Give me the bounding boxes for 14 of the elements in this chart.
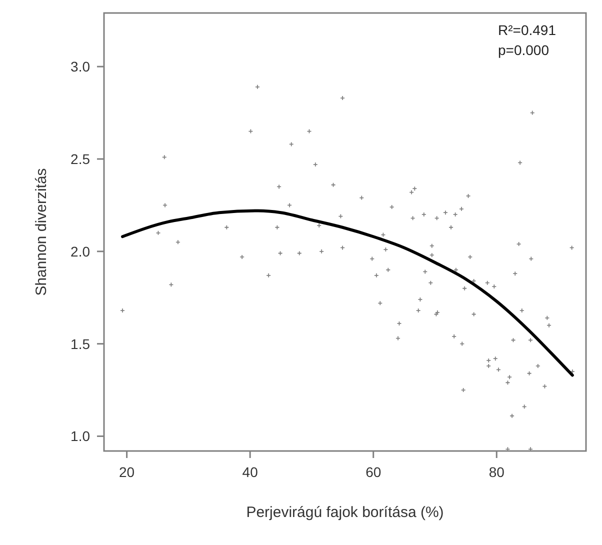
annotation: R²=0.491 — [498, 22, 556, 38]
y-tick-label: 1.5 — [70, 336, 90, 352]
line-series — [120, 209, 574, 377]
y-tick-label: 2.0 — [70, 243, 90, 260]
annotation: p=0.000 — [498, 42, 550, 58]
x-tick-label: 80 — [488, 464, 505, 480]
x-axis-title: Perjevirágú fajok borítása (%) — [246, 504, 444, 521]
x-tick-label: 20 — [119, 464, 135, 480]
y-tick-label: 3.0 — [70, 58, 90, 75]
y-axis-title: Shannon diverzitás — [33, 168, 50, 296]
x-tick-label: 60 — [366, 464, 382, 480]
y-tick-label: 2.5 — [70, 151, 90, 167]
x-tick-label: 40 — [242, 464, 258, 480]
y-tick-label: 1.0 — [70, 428, 90, 444]
